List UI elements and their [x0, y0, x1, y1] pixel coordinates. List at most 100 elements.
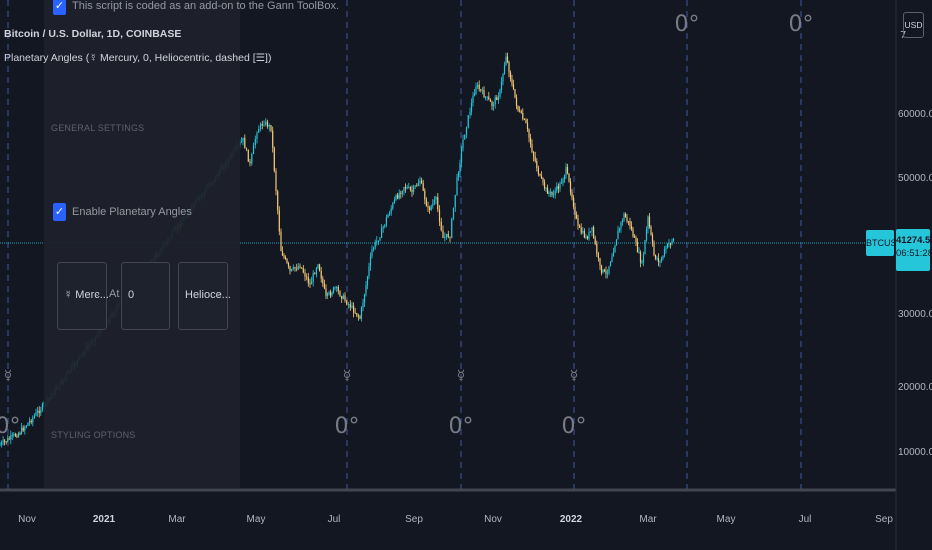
candle-body: [462, 139, 464, 149]
candle-body: [520, 111, 522, 114]
candle-body: [641, 262, 643, 263]
candle-body: [452, 207, 455, 219]
candle-body: [560, 182, 563, 184]
candle-body: [27, 422, 29, 426]
candle-body: [291, 268, 293, 271]
addon-checkbox[interactable]: ✓: [53, 0, 66, 15]
candle-body: [642, 254, 645, 262]
candle-body: [467, 115, 469, 128]
candle-body: [325, 288, 327, 296]
candle-body: [596, 243, 598, 254]
time-tick: Jul: [798, 514, 812, 525]
candle-body: [600, 265, 603, 273]
coordinate-system-select[interactable]: Helioce... ⌄: [178, 262, 231, 330]
candle-body: [457, 172, 460, 178]
candle-body: [336, 287, 338, 288]
candle-body: [572, 197, 575, 207]
price-tick: 20000.00: [898, 382, 932, 393]
candle-body: [465, 127, 468, 135]
angle-input[interactable]: 0: [121, 262, 170, 330]
candle-body: [651, 234, 654, 244]
candle-body: [332, 287, 335, 293]
candle-body: [534, 156, 536, 161]
time-tick: 2021: [92, 514, 116, 525]
candle-body: [314, 273, 316, 275]
symbol-title[interactable]: Bitcoin / U.S. Dollar, 1D, COINBASE: [4, 28, 182, 40]
time-tick: May: [246, 514, 266, 525]
candle-body: [563, 175, 566, 180]
planetary-angle-lines: [7, 0, 802, 490]
angle-input-value: 0: [128, 289, 135, 301]
candle-body: [451, 218, 453, 238]
candle-body: [8, 438, 10, 440]
candle-body: [523, 119, 525, 120]
candle-body: [505, 56, 507, 66]
candle-body: [284, 257, 287, 259]
candle-body: [472, 96, 474, 103]
candle-body: [548, 192, 550, 194]
candle-body: [438, 209, 441, 222]
mercury-icon: ☿: [3, 368, 13, 384]
chevron-down-icon: ⌄: [214, 288, 222, 298]
candle-body: [393, 199, 395, 204]
last-price-value: 41274.59: [896, 235, 932, 246]
candle-body: [283, 255, 285, 258]
candle-body: [354, 312, 356, 314]
candle-body: [38, 410, 40, 414]
candle-body: [620, 222, 622, 229]
candle-body: [528, 129, 530, 138]
candle-body: [562, 179, 564, 183]
planet-select[interactable]: ☿ Merc... ⌄: [57, 262, 109, 330]
indicator-title[interactable]: Planetary Angles (☿ Mercury, 0, Heliocen…: [4, 52, 272, 64]
candle-body: [369, 256, 372, 267]
planet-select-value: ☿ Merc...: [64, 289, 109, 301]
candle-body: [553, 194, 555, 196]
candle-body: [296, 268, 298, 270]
candle-body: [526, 123, 529, 130]
candle-body: [623, 213, 625, 221]
candle-body: [287, 263, 290, 267]
candle-body: [400, 193, 402, 194]
candle-body: [389, 213, 391, 215]
candle-body: [242, 137, 244, 142]
candle-body: [663, 249, 666, 256]
chevron-down-icon: ⌄: [93, 288, 101, 298]
candle-body: [395, 195, 397, 200]
candle-body: [597, 253, 599, 258]
candle-body: [569, 181, 572, 193]
candle-body: [594, 237, 596, 244]
candle-body: [514, 89, 516, 98]
enable-planetary-angles-checkbox[interactable]: ✓: [53, 203, 66, 221]
candle-body: [319, 264, 321, 271]
candle-body: [37, 410, 39, 413]
candle-body: [618, 228, 621, 231]
angle-label-bottom: 0°: [561, 414, 587, 439]
candle-body: [329, 292, 332, 296]
mercury-icon: ☿: [342, 368, 352, 384]
candle-body: [379, 237, 381, 241]
candle-body: [586, 236, 589, 239]
candle-body: [494, 97, 496, 105]
candle-body: [258, 129, 260, 133]
candle-body: [427, 206, 429, 208]
currency-button[interactable]: USD: [903, 12, 924, 38]
candle-body: [339, 291, 341, 297]
angle-label-bottom: 0°: [334, 414, 360, 439]
candle-body: [424, 190, 426, 200]
candle-body: [408, 187, 410, 188]
candle-body: [392, 203, 394, 209]
candle-body: [297, 266, 299, 270]
candle-body: [403, 187, 405, 191]
candle-body: [344, 295, 346, 301]
candle-body: [356, 313, 358, 316]
candle-body: [381, 228, 383, 238]
candle-body: [41, 403, 43, 410]
candle-body: [362, 302, 364, 308]
candle-body: [509, 72, 512, 79]
candle-body: [575, 214, 578, 219]
candle-body: [409, 187, 411, 190]
candle-body: [486, 96, 488, 98]
candle-body: [5, 441, 7, 443]
candle-body: [454, 194, 456, 208]
candle-body: [615, 239, 618, 246]
